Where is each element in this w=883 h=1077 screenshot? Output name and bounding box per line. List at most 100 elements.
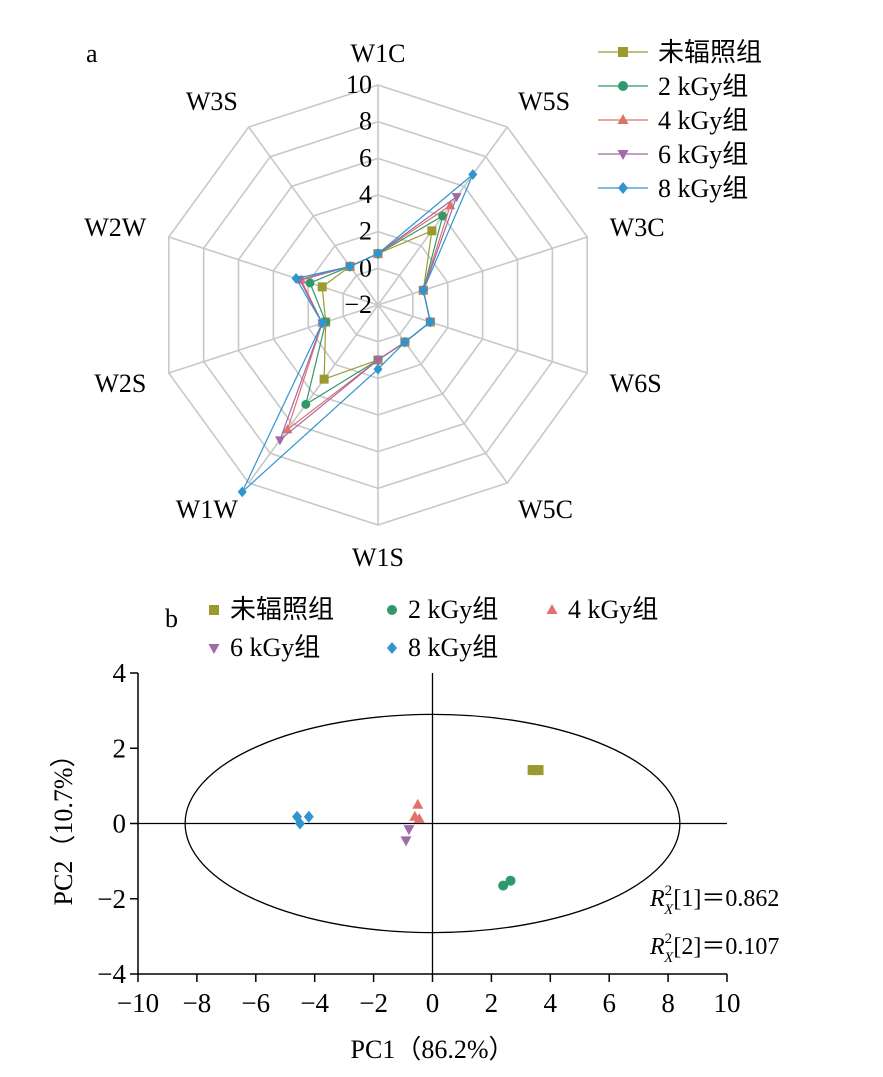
radar-point bbox=[438, 211, 448, 221]
radar-legend-label: 未辐照组 bbox=[658, 38, 762, 67]
radar-point bbox=[237, 486, 247, 498]
radar-legend-marker bbox=[618, 182, 628, 194]
x-tick-label: −8 bbox=[183, 988, 212, 1018]
x-tick-label: −6 bbox=[241, 988, 270, 1018]
scatter-legend-marker bbox=[546, 604, 558, 614]
radar-point bbox=[301, 399, 311, 409]
radar-spoke bbox=[377, 236, 588, 306]
radar-spoke bbox=[377, 304, 508, 484]
x-tick-label: 4 bbox=[544, 988, 558, 1018]
radar-point bbox=[373, 248, 383, 260]
radar-legend-marker bbox=[618, 81, 628, 91]
radar-series bbox=[237, 169, 478, 498]
scatter-point bbox=[303, 810, 314, 823]
radar-axis-label: W5C bbox=[518, 495, 573, 524]
scatter-point bbox=[412, 798, 424, 809]
scatter-point bbox=[294, 817, 305, 830]
radar-point bbox=[317, 282, 327, 292]
r2-annotation-1: R2 X[1]＝0.862 bbox=[649, 883, 779, 918]
radar-tick-label: 6 bbox=[359, 143, 372, 172]
radar-point bbox=[425, 316, 435, 328]
x-tick-label: 10 bbox=[714, 988, 741, 1018]
radar-legend-marker bbox=[618, 47, 628, 57]
radar-axis-label: W3S bbox=[186, 87, 238, 116]
radar-spoke bbox=[248, 126, 379, 306]
scatter-legend-marker bbox=[387, 642, 397, 654]
radar-point bbox=[345, 261, 355, 272]
radar-point bbox=[291, 272, 301, 284]
scatter-points bbox=[292, 765, 544, 891]
scatter-point bbox=[400, 836, 412, 847]
radar-spoke bbox=[168, 304, 379, 374]
y-tick-label: −4 bbox=[97, 959, 126, 989]
radar-legend-label: 2 kGy组 bbox=[658, 72, 748, 101]
radar-axis-label: W1W bbox=[176, 495, 239, 524]
radar-legend-marker bbox=[617, 150, 629, 160]
scatter-point bbox=[505, 875, 516, 886]
y-axis-title: PC2（10.7%） bbox=[49, 742, 78, 906]
x-tick-label: 2 bbox=[485, 988, 499, 1018]
scatter-axes: −10 −8 −6 −4 −2 0 2 4 6 8 10 −4 −2 0 2 4 PC1（86.2%） PC2（1… bbox=[49, 658, 741, 1064]
scatter-legend: 未辐照组 2 kGy组 4 kGy组 6 kGy组 8 kGy组 bbox=[208, 595, 658, 662]
radar-spoke bbox=[168, 236, 379, 306]
radar-axis-label: W2S bbox=[94, 369, 146, 398]
radar-point bbox=[317, 317, 327, 329]
radar-point bbox=[427, 226, 437, 236]
radar-legend-label: 8 kGy组 bbox=[658, 174, 748, 203]
x-tick-label: −2 bbox=[359, 988, 388, 1018]
scatter-legend-marker bbox=[209, 605, 219, 615]
radar-point bbox=[305, 278, 315, 288]
radar-point bbox=[418, 284, 428, 296]
x-axis-title: PC1（86.2%） bbox=[351, 1035, 515, 1064]
radar-point bbox=[319, 374, 329, 384]
radar-tick-label: 10 bbox=[346, 70, 372, 99]
radar-axis-label: W5S bbox=[518, 87, 570, 116]
y-tick-label: 4 bbox=[113, 658, 127, 688]
radar-axis-label: W2W bbox=[84, 213, 147, 242]
panel-b-label: b bbox=[165, 604, 178, 633]
radar-point bbox=[373, 363, 383, 375]
pca-scatter-chart: b 未辐照组 2 kGy组 4 kGy组 6 kGy组 8 kGy组 −10 −8 −6 −4… bbox=[49, 595, 779, 1064]
radar-axis-label: W1S bbox=[352, 543, 404, 572]
radar-tick-label: 4 bbox=[359, 180, 372, 209]
radar-tick-label: 2 bbox=[359, 217, 372, 246]
radar-point bbox=[274, 436, 285, 446]
scatter-point bbox=[530, 765, 541, 776]
radar-point bbox=[451, 193, 462, 203]
x-tick-label: 8 bbox=[661, 988, 675, 1018]
r2-annotation-2: R2 X[2]＝0.107 bbox=[649, 931, 779, 966]
y-tick-label: −2 bbox=[97, 884, 126, 914]
radar-legend: 未辐照组 2 kGy组 4 kGy组 6 kGy组 8 kGy组 bbox=[598, 38, 762, 203]
scatter-legend-label: 未辐照组 bbox=[230, 595, 334, 624]
radar-axis-labels: W1C W5S W3C W6S W5C W1S W1W W2S W2W W3S bbox=[84, 39, 664, 572]
radar-axis-label: W6S bbox=[610, 369, 662, 398]
scatter-legend-label: 8 kGy组 bbox=[408, 633, 498, 662]
radar-spoke bbox=[248, 304, 379, 484]
radar-point bbox=[468, 169, 478, 180]
scatter-point bbox=[403, 825, 415, 836]
radar-spoke bbox=[377, 304, 588, 374]
panel-a-label: a bbox=[86, 39, 98, 68]
radar-legend-label: 6 kGy组 bbox=[658, 140, 748, 169]
scatter-legend-marker bbox=[208, 644, 220, 654]
x-tick-label: −4 bbox=[300, 988, 329, 1018]
scatter-legend-label: 2 kGy组 bbox=[408, 595, 498, 624]
scatter-legend-label: 6 kGy组 bbox=[230, 633, 320, 662]
y-tick-label: 2 bbox=[113, 733, 127, 763]
y-tick-label: 0 bbox=[113, 809, 127, 839]
radar-point bbox=[400, 336, 410, 348]
radar-tick-label: 8 bbox=[359, 107, 372, 136]
radar-tick-label: −2 bbox=[344, 290, 372, 319]
radar-point bbox=[282, 424, 293, 434]
x-tick-label: 6 bbox=[602, 988, 616, 1018]
scatter-point bbox=[413, 812, 425, 823]
radar-point bbox=[373, 356, 383, 366]
radar-axis-label: W3C bbox=[610, 213, 665, 242]
x-tick-label: 0 bbox=[426, 988, 440, 1018]
radar-axis-label: W1C bbox=[351, 39, 406, 68]
scatter-legend-label: 4 kGy组 bbox=[568, 595, 658, 624]
radar-legend-marker bbox=[617, 114, 629, 124]
